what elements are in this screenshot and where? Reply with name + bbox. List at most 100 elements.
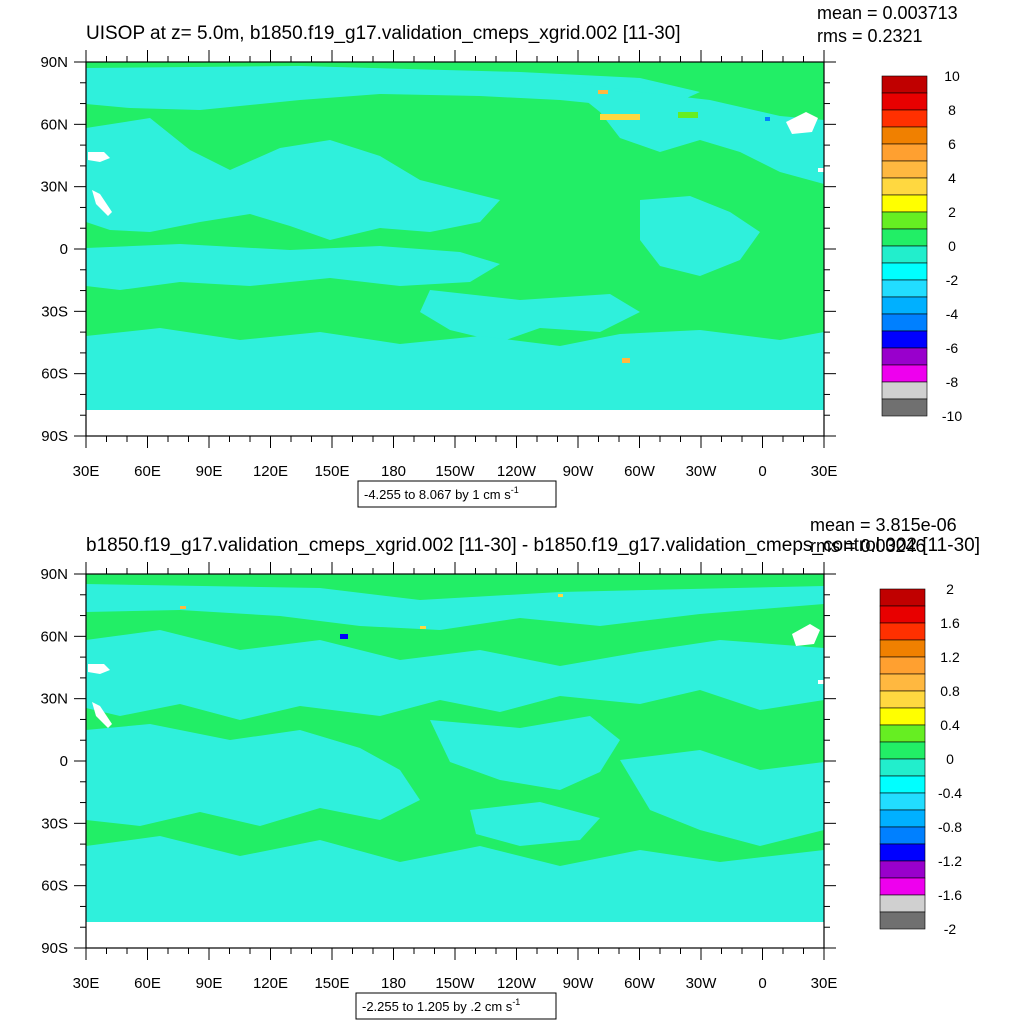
panel-1-land-masks: [86, 112, 824, 436]
lat-label: 90N: [40, 566, 68, 583]
lon-label: 120E: [253, 975, 288, 992]
lon-label: 60W: [624, 463, 656, 480]
lon-label: 90W: [563, 975, 595, 992]
colorbar-label: -10: [942, 408, 962, 424]
panel-2-extreme-spots: [180, 594, 563, 639]
colorbar-label: -2: [944, 921, 957, 937]
lon-label: 150W: [435, 463, 475, 480]
colorbar-label: 2: [946, 581, 954, 597]
colorbar-label: -8: [946, 374, 959, 390]
lon-label: 30E: [73, 975, 100, 992]
colorbar-swatch: [881, 279, 928, 298]
lat-label: 30S: [41, 815, 68, 832]
lon-label: 60E: [134, 463, 161, 480]
colorbar-swatch: [879, 656, 926, 675]
colorbar-label: -6: [946, 340, 959, 356]
colorbar-swatch: [879, 605, 926, 624]
lat-label: 60S: [41, 878, 68, 895]
panel-1: UISOP at z= 5.0m, b1850.f19_g17.validati…: [40, 3, 962, 508]
panel-2-range-box: -2.255 to 1.205 by .2 cm s-1: [355, 992, 557, 1020]
lat-label: 90S: [41, 428, 68, 445]
colorbar-label: -2: [946, 272, 959, 288]
panel-1-map: [86, 62, 824, 436]
panel-1-range-exp: -1: [511, 485, 519, 495]
colorbar-swatch: [881, 160, 928, 179]
lat-label: 60N: [40, 628, 68, 645]
svg-text:-2.255 to 1.205 by .2 cm s-1: -2.255 to 1.205 by .2 cm s-1: [362, 997, 520, 1014]
lat-label: 90N: [40, 54, 68, 71]
lon-label: 150W: [435, 975, 475, 992]
colorbar-swatch: [881, 143, 928, 162]
panel-2-land-masks: [86, 624, 824, 948]
lat-label: 30N: [40, 691, 68, 708]
colorbar-label: 0: [946, 751, 954, 767]
colorbar-swatch: [879, 809, 926, 828]
svg-text:-4.255 to 8.067 by 1 cm s-1: -4.255 to 8.067 by 1 cm s-1: [364, 485, 519, 502]
colorbar-label: 0: [948, 238, 956, 254]
colorbar-swatch: [879, 826, 926, 845]
colorbar-swatch: [881, 330, 928, 349]
colorbar-swatch: [879, 588, 926, 607]
panel-2-lat-labels: 90N 60N 30N 0 30S 60S 90S: [40, 566, 68, 957]
panel-1-colorbar: 10 8 6 4 2 0 -2 -4 -6 -8 -10: [881, 68, 962, 424]
colorbar-label: 0.8: [940, 683, 960, 699]
colorbar-label: -0.8: [938, 819, 962, 835]
colorbar-label: 8: [948, 102, 956, 118]
colorbar-label: 6: [948, 136, 956, 152]
lon-label: 90E: [196, 975, 223, 992]
colorbar-label: -1.6: [938, 887, 962, 903]
panel-1-range-box: -4.255 to 8.067 by 1 cm s-1: [357, 480, 557, 508]
lon-label: 0: [758, 463, 766, 480]
lon-label: 150E: [314, 463, 349, 480]
colorbar-swatch: [881, 347, 928, 366]
colorbar-swatch: [881, 398, 928, 417]
lon-label: 90E: [196, 463, 223, 480]
colorbar-swatch: [879, 724, 926, 743]
colorbar-label: 1.2: [940, 649, 960, 665]
colorbar-label: -1.2: [938, 853, 962, 869]
colorbar-swatch: [881, 245, 928, 264]
lat-label: 90S: [41, 940, 68, 957]
lon-label: 60E: [134, 975, 161, 992]
panel-2-ticks: [74, 562, 836, 960]
colorbar-label: -0.4: [938, 785, 962, 801]
panel-2-rms: rms = 0.03246: [810, 536, 926, 556]
lon-label: 0: [758, 975, 766, 992]
lon-label: 30E: [811, 975, 838, 992]
panel-1-extreme-spots: [598, 90, 770, 363]
colorbar-swatch: [879, 707, 926, 726]
panel-1-title: UISOP at z= 5.0m, b1850.f19_g17.validati…: [86, 23, 680, 44]
lon-label: 150E: [314, 975, 349, 992]
colorbar-swatch: [881, 381, 928, 400]
colorbar-label: 1.6: [940, 615, 960, 631]
colorbar-swatch: [881, 75, 928, 94]
lat-label: 30N: [40, 179, 68, 196]
colorbar-swatch: [879, 775, 926, 794]
colorbar-label: 2: [948, 204, 956, 220]
colorbar-swatch: [879, 758, 926, 777]
colorbar-swatch: [879, 622, 926, 641]
lon-label: 90W: [563, 463, 595, 480]
colorbar-swatch: [879, 792, 926, 811]
colorbar-swatch: [879, 639, 926, 658]
colorbar-swatch: [879, 673, 926, 692]
panel-2: mean = 3.815e-06 b1850.f19_g17.validatio…: [40, 515, 980, 1020]
lat-label: 60S: [41, 366, 68, 383]
panel-2-range-exp: -1: [512, 997, 520, 1007]
panel-1-anomaly-regions: [86, 66, 824, 410]
colorbar-swatch: [881, 126, 928, 145]
colorbar-label: -4: [946, 306, 959, 322]
colorbar-swatch: [881, 177, 928, 196]
lon-label: 120W: [497, 975, 537, 992]
colorbar-label: 4: [948, 170, 956, 186]
colorbar-swatch: [879, 894, 926, 913]
colorbar-swatch: [879, 843, 926, 862]
lon-label: 180: [381, 463, 406, 480]
panel-1-lon-labels: 30E 60E 90E 120E 150E 180 150W 120W 90W 60W 30W 0 30…: [73, 463, 838, 480]
colorbar-swatch: [881, 364, 928, 383]
panel-2-anomaly-regions: [86, 584, 824, 922]
colorbar-swatch: [879, 877, 926, 896]
lat-label: 60N: [40, 116, 68, 133]
panel-2-map: [86, 574, 824, 948]
